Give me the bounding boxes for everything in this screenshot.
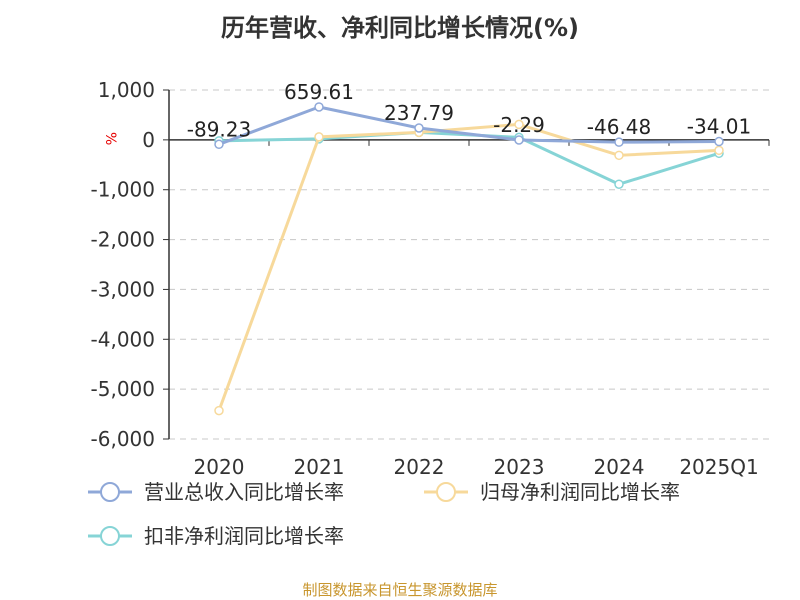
legend-item-1: 营业总收入同比增长率 [88, 480, 344, 504]
data-label: -89.23 [187, 117, 251, 141]
data-label: -46.48 [587, 115, 651, 139]
grid-lines [169, 89, 769, 440]
data-labels: -89.23 659.61 237.79 -2.29 -46.48 -34.01 [187, 80, 751, 141]
x-tick-label: 2023 [494, 455, 545, 479]
series-line [218, 105, 720, 146]
x-tick-label: 2025Q1 [679, 455, 758, 479]
series-line [217, 122, 720, 412]
source-footer: 制图数据来自恒生聚源数据库 [302, 581, 498, 599]
data-point [614, 150, 624, 161]
data-point [614, 137, 624, 147]
data-point [714, 145, 724, 156]
y-tick-label: -2,000 [91, 228, 155, 252]
data-point [214, 139, 224, 150]
data-label: -2.29 [493, 113, 545, 137]
y-tick-label: -5,000 [91, 377, 155, 401]
legend-item-3: 扣非净利润同比增长率 [88, 524, 344, 548]
x-tick-label: 2020 [194, 455, 245, 479]
series-1 [214, 102, 724, 150]
data-point [614, 179, 624, 189]
data-point [214, 405, 224, 416]
x-axis: 2020 2021 2022 2023 2024 2025Q1 [168, 139, 770, 479]
legend-swatch-marker [100, 526, 120, 546]
data-label: 659.61 [284, 80, 354, 104]
y-axis: 1,000 0 -1,000 -2,000 -3,000 -4,000 -5,000 -6,0… [91, 78, 169, 451]
y-tick-label: -3,000 [91, 277, 155, 301]
y-tick-label: -6,000 [91, 427, 155, 451]
data-point [414, 123, 424, 133]
y-tick-label: -1,000 [91, 178, 155, 202]
y-tick-label: 1,000 [98, 78, 155, 102]
data-point [514, 135, 524, 145]
y-tick-label: 0 [142, 128, 155, 152]
legend-label: 扣非净利润同比增长率 [144, 524, 344, 548]
series-lines [214, 102, 724, 416]
data-point [514, 119, 524, 130]
data-label: 237.79 [384, 101, 454, 125]
legend-label: 营业总收入同比增长率 [144, 480, 344, 504]
data-point [314, 132, 324, 142]
x-tick-label: 2024 [594, 455, 645, 479]
y-axis-unit-label: % [102, 132, 118, 145]
legend-label: 归母净利润同比增长率 [480, 480, 680, 504]
legend-swatch-marker [100, 482, 120, 502]
chart-title: 历年营收、净利同比增长情况(%) [221, 14, 579, 42]
legend-swatch-marker [436, 482, 456, 502]
data-point [314, 102, 324, 112]
x-tick-label: 2022 [394, 455, 445, 479]
data-label: -34.01 [687, 115, 751, 139]
series-2 [214, 119, 724, 416]
y-tick-label: -4,000 [91, 327, 155, 351]
x-tick-label: 2021 [294, 455, 345, 479]
legend-item-2: 归母净利润同比增长率 [424, 480, 680, 504]
data-point [714, 136, 724, 147]
